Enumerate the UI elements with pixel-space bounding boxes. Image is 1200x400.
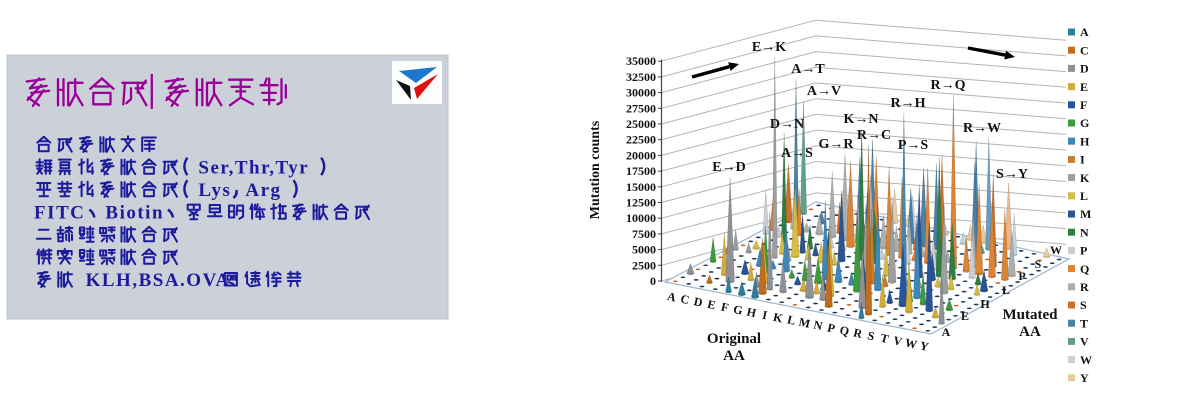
svg-text:F: F [720,300,730,315]
svg-text:R→W: R→W [963,121,1001,136]
svg-text:E: E [1080,80,1088,94]
svg-text:5000: 5000 [632,243,656,257]
svg-text:N: N [1080,225,1089,239]
svg-text:12500: 12500 [626,196,656,210]
svg-text:I: I [761,308,769,323]
svg-text:I: I [1080,153,1085,167]
svg-text:S: S [1080,298,1087,312]
svg-text:30000: 30000 [626,86,656,100]
svg-text:G→R: G→R [819,137,855,152]
svg-text:T: T [1080,316,1088,330]
svg-text:AA: AA [723,348,745,364]
svg-text:K→N: K→N [844,112,879,127]
svg-text:D→N: D→N [770,117,804,132]
svg-text:Ser,Thr,Tyr: Ser,Thr,Tyr [198,158,309,179]
svg-text:17500: 17500 [626,164,656,178]
svg-text:G: G [732,302,744,318]
svg-text:R→H: R→H [891,96,926,111]
svg-text:G: G [1080,116,1089,130]
svg-text:32500: 32500 [626,70,656,84]
svg-text:10000: 10000 [626,211,656,225]
svg-text:FITC: FITC [34,203,85,224]
svg-text:15000: 15000 [626,180,656,194]
svg-text:D: D [692,294,704,310]
svg-text:N: N [812,318,824,334]
svg-text:Original: Original [707,331,761,347]
svg-text:D: D [1080,62,1089,76]
svg-text:R: R [1080,280,1089,294]
svg-text:A: A [1080,25,1089,39]
svg-text:P: P [826,320,836,335]
svg-text:H: H [745,305,758,321]
svg-text:Y: Y [1080,371,1089,385]
svg-text:H: H [1080,134,1090,148]
svg-text:H: H [980,297,990,311]
svg-text:M: M [1080,207,1091,221]
svg-text:S: S [1035,257,1042,271]
svg-text:V: V [892,333,904,349]
svg-text:AA: AA [1019,324,1041,340]
svg-text:C: C [679,292,691,308]
svg-text:Biotin: Biotin [105,203,164,224]
svg-text:Arg: Arg [245,180,281,201]
svg-text:L: L [1080,189,1088,203]
svg-text:E→K: E→K [752,40,786,55]
svg-text:A: A [666,289,678,305]
svg-text:Mutated: Mutated [1003,307,1059,323]
svg-text:A: A [942,325,951,339]
svg-text:A→V: A→V [807,84,841,99]
svg-text:E→D: E→D [712,160,745,175]
svg-text:Q: Q [1080,262,1089,276]
svg-text:Y: Y [919,338,931,354]
svg-text:0: 0 [650,274,656,288]
svg-text:L: L [1002,283,1010,297]
svg-text:W: W [904,335,919,351]
svg-text:P: P [1080,244,1087,258]
svg-text:27500: 27500 [626,101,656,115]
svg-text:S: S [866,328,876,343]
svg-text:E: E [961,309,969,323]
svg-text:C: C [1080,43,1089,57]
svg-text:M: M [798,315,812,331]
svg-text:K: K [772,310,785,326]
svg-text:R→C: R→C [857,128,891,143]
svg-text:F: F [1080,98,1087,112]
svg-text:R→Q: R→Q [931,78,966,93]
svg-text:7500: 7500 [632,227,656,241]
svg-text:W: W [1080,353,1092,367]
svg-text:KLH,BSA.OVA: KLH,BSA.OVA [86,270,231,291]
svg-text:W: W [1050,243,1062,257]
svg-text:S→Y: S→Y [996,167,1028,182]
svg-text:A→S: A→S [781,146,813,161]
svg-text:35000: 35000 [626,54,656,68]
svg-text:22500: 22500 [626,133,656,147]
svg-text:E: E [706,297,717,312]
svg-text:Mutation counts: Mutation counts [588,120,603,219]
svg-text:V: V [1080,335,1089,349]
svg-text:R: R [852,325,864,341]
svg-text:L: L [786,312,797,327]
svg-text:20000: 20000 [626,148,656,162]
svg-text:K: K [1080,171,1090,185]
svg-text:25000: 25000 [626,117,656,131]
svg-text:Q: Q [838,323,850,339]
svg-text:2500: 2500 [632,258,656,272]
svg-text:Lys: Lys [198,180,231,201]
svg-text:P: P [1018,269,1025,283]
svg-text:P→S: P→S [898,138,929,153]
svg-text:A→T: A→T [791,62,825,77]
svg-text:T: T [879,331,890,346]
